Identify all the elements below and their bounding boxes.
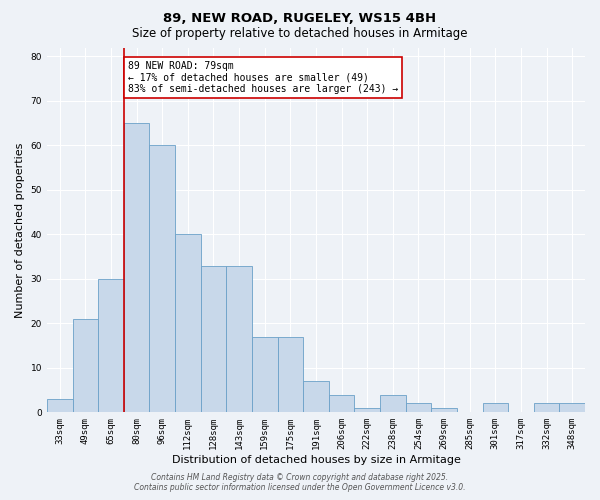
X-axis label: Distribution of detached houses by size in Armitage: Distribution of detached houses by size …: [172, 455, 460, 465]
Bar: [200, 266, 226, 412]
Bar: [226, 266, 252, 412]
Text: 89, NEW ROAD, RUGELEY, WS15 4BH: 89, NEW ROAD, RUGELEY, WS15 4BH: [163, 12, 437, 26]
Bar: [252, 336, 278, 412]
Bar: [559, 404, 585, 412]
Bar: [98, 279, 124, 412]
Bar: [73, 319, 98, 412]
Bar: [149, 146, 175, 412]
Text: Size of property relative to detached houses in Armitage: Size of property relative to detached ho…: [132, 28, 468, 40]
Bar: [175, 234, 200, 412]
Text: 89 NEW ROAD: 79sqm
← 17% of detached houses are smaller (49)
83% of semi-detache: 89 NEW ROAD: 79sqm ← 17% of detached hou…: [128, 61, 398, 94]
Bar: [47, 399, 73, 412]
Bar: [482, 404, 508, 412]
Bar: [278, 336, 303, 412]
Bar: [406, 404, 431, 412]
Bar: [303, 381, 329, 412]
Bar: [329, 394, 355, 412]
Text: Contains HM Land Registry data © Crown copyright and database right 2025.
Contai: Contains HM Land Registry data © Crown c…: [134, 473, 466, 492]
Bar: [380, 394, 406, 412]
Bar: [431, 408, 457, 412]
Bar: [534, 404, 559, 412]
Bar: [355, 408, 380, 412]
Bar: [124, 123, 149, 412]
Y-axis label: Number of detached properties: Number of detached properties: [15, 142, 25, 318]
